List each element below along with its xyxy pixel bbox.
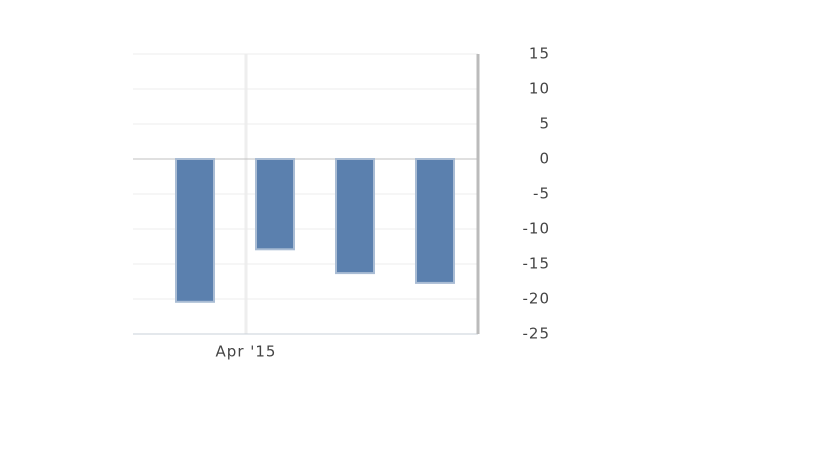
bar <box>175 158 215 303</box>
y-tick-label: -10 <box>523 220 551 238</box>
y-tick-label: 5 <box>539 115 550 133</box>
x-tick-label: Apr '15 <box>216 343 277 361</box>
y-tick-label: 0 <box>539 150 550 168</box>
y-tick-label: -15 <box>523 255 551 273</box>
y-tick-label: 15 <box>529 45 550 63</box>
bar <box>255 158 295 251</box>
y-tick-label: -5 <box>533 185 550 203</box>
y-tick-label: -25 <box>523 325 551 343</box>
y-tick-label: -20 <box>523 290 551 308</box>
y-tick-label: 10 <box>529 80 550 98</box>
bar <box>335 158 375 275</box>
bar <box>415 158 455 284</box>
